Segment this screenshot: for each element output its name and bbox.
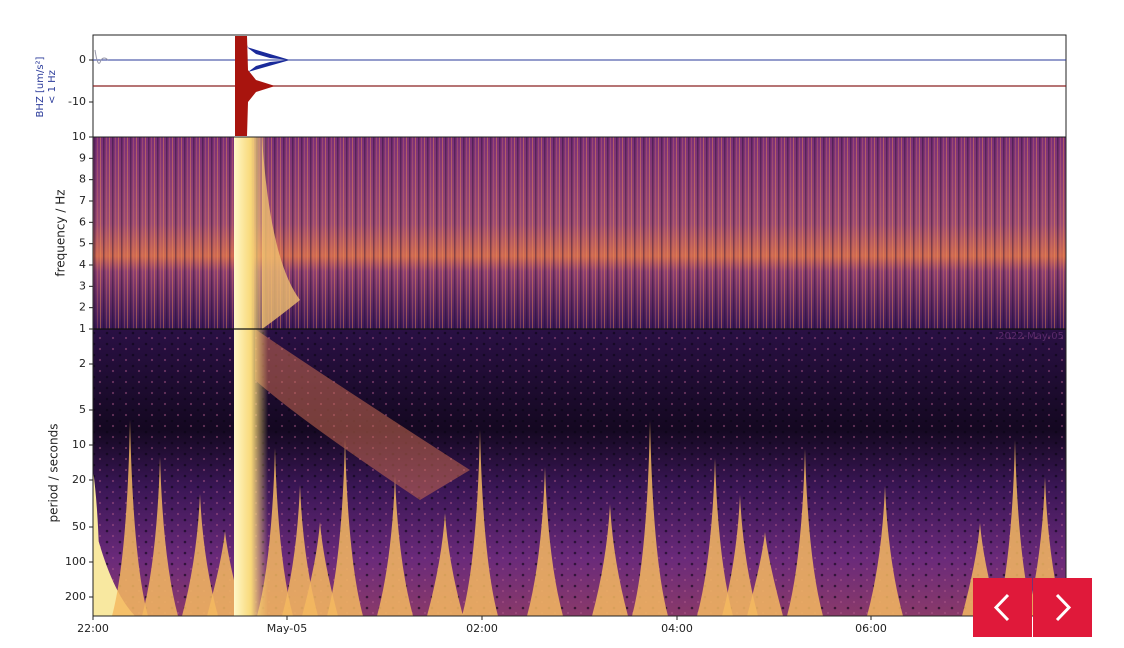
x-tick-label: May-05 (267, 622, 308, 635)
frequency-ylabel: frequency / Hz (54, 189, 68, 276)
y-tick-label: 200 (65, 590, 86, 603)
waveform-burst (240, 36, 290, 72)
y-tick-label: 10 (72, 130, 86, 143)
next-button[interactable] (1033, 578, 1092, 637)
y-tick-label: 10 (72, 438, 86, 451)
spikes (112, 420, 1063, 616)
start-transient (93, 470, 135, 616)
y-tick-label: 2 (79, 357, 86, 370)
spike (592, 504, 628, 616)
dispersion-band (255, 329, 470, 500)
prev-icon (993, 593, 1010, 622)
y-tick-label: 9 (79, 151, 86, 164)
waveform-ylabel-unit: < 1 Hz (47, 70, 58, 104)
y-tick-label: -10 (68, 95, 86, 108)
spike (867, 486, 903, 616)
spike (112, 420, 148, 616)
spectrogram-frame (92, 136, 1067, 617)
x-tick-label: 04:00 (661, 622, 693, 635)
spike (527, 467, 563, 616)
y-tick-label: 50 (72, 520, 86, 533)
filtered-burst (235, 36, 275, 136)
spike (182, 494, 218, 616)
y-tick-label: 6 (79, 215, 86, 228)
y-tick-label: 8 (79, 173, 86, 186)
waveform-ylabel: BHZ [um/s²] (35, 56, 46, 117)
y-tick-label: 20 (72, 473, 86, 486)
spike (787, 449, 823, 616)
spike (427, 513, 463, 616)
spike (747, 532, 783, 616)
spike (462, 430, 498, 616)
x-tick-label: 06:00 (855, 622, 887, 635)
x-tick-label: 02:00 (466, 622, 498, 635)
spike (697, 458, 733, 616)
y-tick-label: 5 (79, 237, 86, 250)
y-tick-label: 4 (79, 258, 86, 271)
x-tick-label: 22:00 (77, 622, 109, 635)
spike (722, 495, 758, 616)
y-tick-label: 5 (79, 403, 86, 416)
period-ylabel: period / seconds (47, 424, 61, 523)
y-tick-label: 0 (79, 53, 86, 66)
spike (142, 457, 178, 616)
spike (327, 439, 363, 616)
y-tick-label: 7 (79, 194, 86, 207)
spike (302, 522, 338, 616)
y-tick-label: 1 (79, 322, 86, 335)
waveform-start (94, 49, 109, 64)
y-tick-label: 3 (79, 279, 86, 292)
spike (377, 476, 413, 616)
date-annotation: 2022-May-05 (998, 331, 1064, 342)
y-tick-label: 2 (79, 301, 86, 314)
spike (632, 421, 668, 616)
y-tick-label: 100 (65, 555, 86, 568)
prev-button[interactable] (973, 578, 1032, 637)
spike (282, 485, 318, 616)
spike (997, 440, 1033, 616)
event-tail (262, 137, 300, 329)
next-icon (1055, 593, 1072, 622)
